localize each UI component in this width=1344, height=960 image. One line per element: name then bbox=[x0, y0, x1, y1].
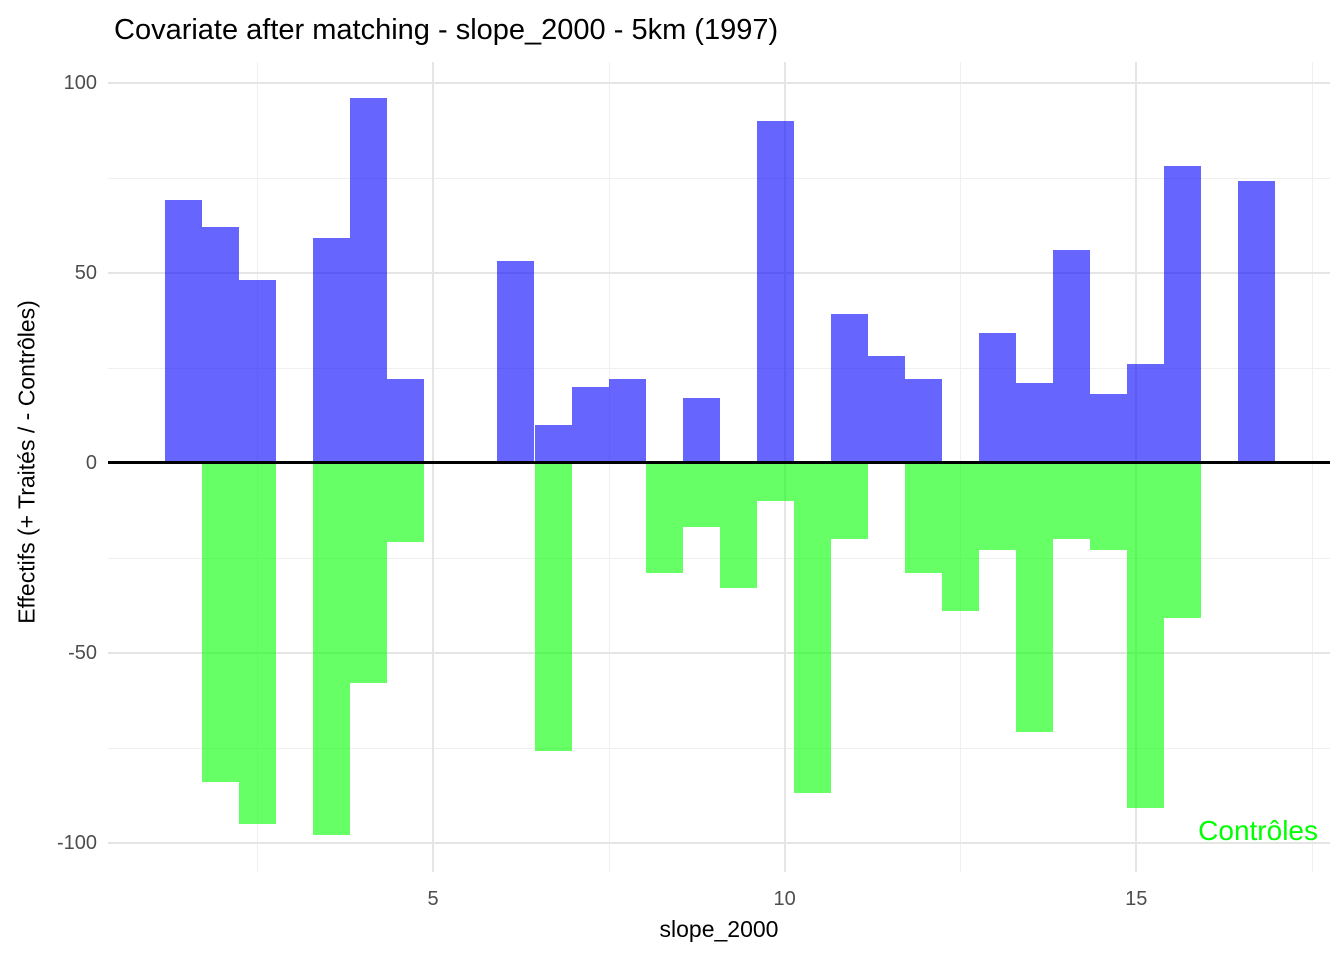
zero-baseline bbox=[108, 461, 1330, 464]
bar-traites bbox=[979, 333, 1017, 463]
bar-traites bbox=[202, 226, 240, 463]
controls-annotation: Contrôles bbox=[1198, 815, 1318, 846]
bar-traites bbox=[608, 378, 646, 463]
y-tick-label: 100 bbox=[63, 71, 97, 94]
bar-controles bbox=[904, 462, 942, 573]
gridline-y-major bbox=[108, 841, 1330, 844]
bar-controles bbox=[757, 462, 794, 501]
gridline-y-major bbox=[108, 271, 1330, 274]
bar-traites bbox=[387, 378, 425, 463]
bar-traites bbox=[1015, 382, 1053, 463]
x-tick-label: 10 bbox=[773, 888, 796, 910]
y-tick-label: 50 bbox=[74, 261, 97, 284]
gridline-x-minor bbox=[1312, 62, 1314, 872]
y-tick-label: -100 bbox=[56, 831, 97, 854]
bar-controles bbox=[719, 462, 757, 588]
gridline-y-minor bbox=[108, 747, 1330, 749]
bar-controles bbox=[830, 462, 868, 539]
bar-controles bbox=[202, 462, 240, 782]
bar-controles bbox=[941, 462, 979, 611]
bar-traites bbox=[1164, 166, 1202, 463]
bar-traites bbox=[1053, 249, 1091, 463]
bar-controles bbox=[387, 462, 425, 543]
bar-traites bbox=[1090, 394, 1128, 463]
bar-controles bbox=[793, 462, 831, 794]
bar-controles bbox=[238, 462, 276, 824]
bar-controles bbox=[1053, 462, 1091, 539]
plot-panel: Contrôles bbox=[108, 62, 1330, 872]
gridline-x-minor bbox=[608, 62, 610, 872]
bar-traites bbox=[757, 120, 794, 463]
bar-traites bbox=[830, 314, 868, 463]
bar-controles bbox=[1090, 462, 1128, 550]
y-tick-label: -50 bbox=[68, 641, 97, 664]
chart-title: Covariate after matching - slope_2000 - … bbox=[114, 14, 779, 46]
y-tick-label: 0 bbox=[85, 451, 97, 474]
bar-traites bbox=[683, 397, 721, 463]
bar-controles bbox=[1164, 462, 1202, 619]
bar-traites bbox=[1238, 181, 1276, 463]
bar-controles bbox=[534, 462, 572, 752]
bar-controles bbox=[683, 462, 721, 528]
x-tick-label: 5 bbox=[427, 888, 439, 910]
bar-traites bbox=[534, 424, 572, 463]
bar-traites bbox=[238, 280, 276, 463]
bar-controles bbox=[1126, 462, 1164, 809]
bar-controles bbox=[312, 462, 350, 835]
bar-traites bbox=[349, 97, 387, 463]
bar-traites bbox=[1126, 363, 1164, 463]
gridline-x-major bbox=[432, 62, 434, 872]
gridline-y-major bbox=[108, 81, 1330, 84]
bar-controles bbox=[645, 462, 683, 573]
bar-controles bbox=[1015, 462, 1053, 733]
bar-traites bbox=[868, 356, 906, 463]
gridline-y-minor bbox=[108, 177, 1330, 179]
bar-traites bbox=[164, 200, 202, 463]
bar-traites bbox=[572, 386, 610, 463]
gridline-y-minor bbox=[108, 367, 1330, 369]
x-tick-label: 15 bbox=[1125, 888, 1148, 910]
gridline-y-minor bbox=[108, 557, 1330, 559]
bar-traites bbox=[497, 261, 535, 463]
bar-traites bbox=[904, 378, 942, 463]
gridline-y-major bbox=[108, 651, 1330, 654]
bar-traites bbox=[312, 238, 350, 463]
x-axis-title: slope_2000 bbox=[659, 916, 779, 942]
bar-controles bbox=[349, 462, 387, 683]
bar-controles bbox=[979, 462, 1017, 550]
